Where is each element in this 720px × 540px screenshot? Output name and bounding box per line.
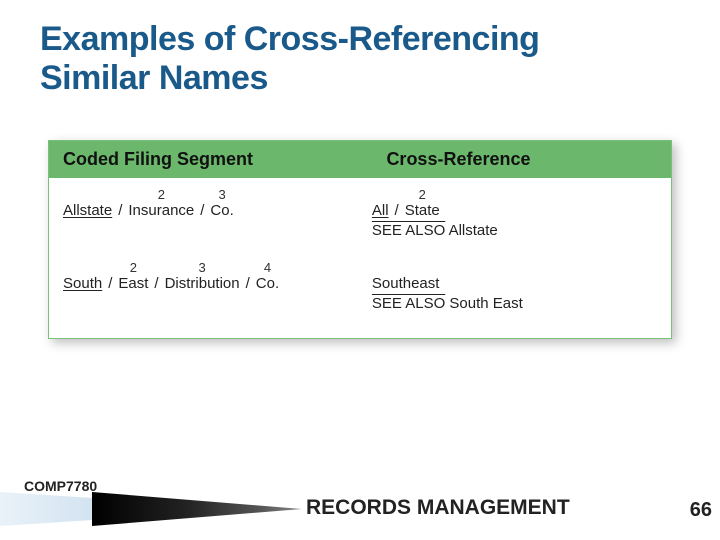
unit-number: 3 (198, 261, 205, 275)
unit-word: East (118, 276, 148, 293)
coded-filing-segment-cell: South/2East/3Distribution/4Co. (63, 261, 372, 312)
unit-number (378, 188, 382, 202)
see-also-line: SEE ALSO South East (372, 295, 657, 312)
unit-word: Southeast (372, 276, 440, 293)
filing-unit: 2East (118, 261, 148, 293)
unit-number: 4 (264, 261, 271, 275)
unit-word: Insurance (128, 203, 194, 220)
cross-reference-table: Coded Filing Segment Cross-Reference All… (48, 140, 672, 339)
unit-number: 2 (419, 188, 426, 202)
filing-unit: 2State (405, 188, 440, 220)
filing-unit: 3Co. (210, 188, 233, 220)
filing-unit: Allstate (63, 188, 112, 220)
see-also-label: SEE ALSO (372, 222, 445, 239)
unit-number (81, 261, 85, 275)
separator: / (102, 275, 118, 293)
separator: / (240, 275, 256, 293)
table-row: South/2East/3Distribution/4Co. Southeast… (51, 257, 669, 330)
separator: / (194, 202, 210, 220)
table-header-row: Coded Filing Segment Cross-Reference (49, 141, 671, 178)
cross-reference-cell: Southeast SEE ALSO South East (372, 261, 657, 312)
filing-unit: 4Co. (256, 261, 279, 293)
see-also-line: SEE ALSO Allstate (372, 222, 657, 239)
column-header-crossref: Cross-Reference (372, 141, 671, 178)
separator: / (148, 275, 164, 293)
filing-unit: 3Distribution (165, 261, 240, 293)
column-header-segment: Coded Filing Segment (49, 141, 372, 178)
unit-number: 2 (158, 188, 165, 202)
unit-number: 2 (130, 261, 137, 275)
see-also-target: South East (445, 295, 523, 312)
unit-number: 3 (218, 188, 225, 202)
unit-word: State (405, 203, 440, 220)
separator: / (389, 202, 405, 220)
unit-word: South (63, 276, 102, 293)
unit-word: Co. (256, 276, 279, 293)
coded-filing-segment-cell: Allstate/2Insurance/3Co. (63, 188, 372, 239)
slide-title-line2: Similar Names (40, 59, 268, 97)
cross-reference-cell: All/2StateSEE ALSO Allstate (372, 188, 657, 239)
course-code: COMP7780 (24, 478, 97, 494)
slide-footer: COMP7780 RECORDS MANAGEMENT 66 (0, 462, 720, 526)
table-body: Allstate/2Insurance/3Co. All/2StateSEE A… (49, 178, 671, 338)
filing-unit: All (372, 188, 389, 220)
unit-word: Distribution (165, 276, 240, 293)
unit-word: Co. (210, 203, 233, 220)
slide-title: Examples of Cross-Referencing Similar Na… (40, 20, 539, 98)
footer-wedge-black (92, 492, 302, 526)
filing-unit: Southeast (372, 261, 440, 293)
footer-title: RECORDS MANAGEMENT (306, 496, 570, 520)
page-number: 66 (690, 499, 712, 522)
see-also-label: SEE ALSO (372, 295, 445, 312)
see-also-target: Allstate (445, 222, 498, 239)
unit-word: All (372, 203, 389, 220)
unit-number (404, 261, 408, 275)
separator: / (112, 202, 128, 220)
filing-unit: 2Insurance (128, 188, 194, 220)
unit-number (86, 188, 90, 202)
unit-word: Allstate (63, 203, 112, 220)
table-row: Allstate/2Insurance/3Co. All/2StateSEE A… (51, 184, 669, 257)
filing-unit: South (63, 261, 102, 293)
slide-title-line1: Examples of Cross-Referencing (40, 20, 539, 58)
